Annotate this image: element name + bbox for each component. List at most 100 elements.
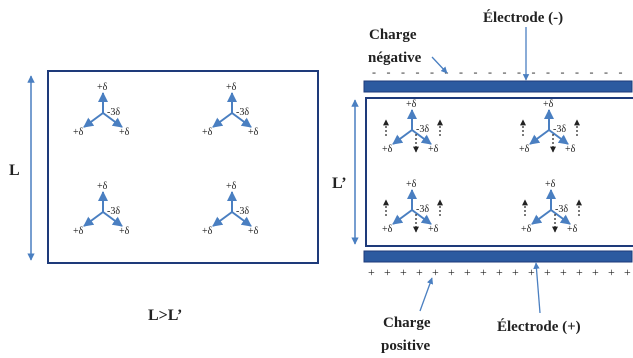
bottom-electrode-pointer (533, 262, 541, 314)
negative-charge-sign: - (430, 65, 434, 79)
molecule: +δ -3δ +δ +δ (521, 179, 582, 235)
right-molecules: +δ -3δ +δ +δ +δ -3δ +δ +δ +δ -3δ +δ +δ +δ -3δ +δ +δ (382, 99, 582, 235)
partial-charge-negative: -3δ (555, 204, 568, 215)
negative-charge-sign: - (387, 65, 391, 79)
molecule: +δ -3δ +δ +δ (202, 82, 259, 138)
left-container-box (47, 70, 319, 264)
partial-charge-positive: +δ (382, 144, 393, 155)
bottom-charge-label-line2: positive (381, 338, 431, 354)
partial-charge-positive: +δ (226, 181, 237, 192)
bottom-electrode (363, 250, 633, 263)
bond-arrow (231, 112, 252, 128)
partial-charge-negative: -3δ (236, 206, 249, 217)
bond-arrow (83, 211, 104, 227)
positive-charge-sign: + (592, 265, 599, 279)
top-electrode-label: Électrode (-) (483, 9, 563, 26)
negative-charge-sign: - (503, 65, 507, 79)
partial-charge-positive: +δ (119, 226, 130, 237)
bond-arrow (102, 112, 123, 128)
positive-charge-sign: + (608, 265, 615, 279)
top-charge-label-line1: Charge (369, 27, 417, 43)
partial-charge-positive: +δ (73, 127, 84, 138)
positive-charge-sign: + (496, 265, 503, 279)
right-container-box (365, 97, 633, 247)
partial-charge-negative: -3δ (553, 124, 566, 135)
partial-charge-positive: +δ (97, 181, 108, 192)
negative-charge-sign: - (546, 65, 550, 79)
comparison-label: L>L’ (148, 307, 182, 324)
molecule: +δ -3δ +δ +δ (382, 179, 443, 235)
positive-charge-sign: + (624, 265, 631, 279)
partial-charge-positive: +δ (202, 127, 213, 138)
molecule: +δ -3δ +δ +δ (73, 82, 130, 138)
bond-arrow (411, 129, 432, 145)
partial-charge-positive: +δ (519, 144, 530, 155)
bond-arrow (392, 129, 413, 145)
negative-charge-sign: - (619, 65, 623, 79)
bond-arrow (548, 129, 569, 145)
top-electrode (363, 80, 633, 93)
partial-charge-positive: +δ (226, 82, 237, 93)
left-dimension-label: L (9, 162, 20, 179)
partial-charge-negative: -3δ (107, 107, 120, 118)
partial-charge-negative: -3δ (236, 107, 249, 118)
negative-charge-sign: - (532, 65, 536, 79)
positive-charge-sign: + (368, 265, 375, 279)
positive-charge-sign: + (416, 265, 423, 279)
partial-charge-positive: +δ (428, 224, 439, 235)
partial-charge-positive: +δ (73, 226, 84, 237)
partial-charge-positive: +δ (567, 224, 578, 235)
negative-charge-sign: - (372, 65, 376, 79)
top-charge-pointer (431, 56, 448, 74)
partial-charge-negative: -3δ (416, 124, 429, 135)
negative-charge-sign: - (416, 65, 420, 79)
partial-charge-positive: +δ (248, 127, 259, 138)
bond-arrow (531, 209, 552, 225)
molecule: +δ -3δ +δ +δ (519, 99, 580, 155)
left-molecules: +δ -3δ +δ +δ +δ -3δ +δ +δ +δ -3δ +δ +δ +δ -3δ +δ +δ (73, 82, 259, 237)
negative-charge-sign: - (488, 65, 492, 79)
partial-charge-positive: +δ (248, 226, 259, 237)
negative-charge-sign: - (459, 65, 463, 79)
negative-charge-sign: - (517, 65, 521, 79)
partial-charge-positive: +δ (543, 99, 554, 110)
partial-charge-positive: +δ (406, 179, 417, 190)
positive-charge-sign: + (464, 265, 471, 279)
positive-charges-row: + + + + + + + + + + + + + + + + + (368, 265, 631, 279)
positive-charge-sign: + (384, 265, 391, 279)
negative-charge-sign: - (561, 65, 565, 79)
right-dimension-label: L’ (332, 175, 347, 192)
positive-charge-sign: + (480, 265, 487, 279)
positive-charge-sign: + (528, 265, 535, 279)
positive-charge-sign: + (432, 265, 439, 279)
bottom-electrode-label: Électrode (+) (497, 318, 581, 335)
positive-charge-sign: + (512, 265, 519, 279)
partial-charge-positive: +δ (428, 144, 439, 155)
partial-charge-positive: +δ (202, 226, 213, 237)
bond-arrow (231, 211, 252, 227)
bond-arrow (392, 209, 413, 225)
bond-arrow (529, 129, 550, 145)
negative-charge-sign: - (590, 65, 594, 79)
positive-charge-sign: + (400, 265, 407, 279)
partial-charge-positive: +δ (565, 144, 576, 155)
partial-charge-positive: +δ (382, 224, 393, 235)
partial-charge-positive: +δ (119, 127, 130, 138)
molecule: +δ -3δ +δ +δ (73, 181, 130, 237)
partial-charge-positive: +δ (406, 99, 417, 110)
bottom-charge-label-line1: Charge (383, 315, 431, 331)
top-charge-label-line2: négative (368, 50, 422, 66)
molecule: +δ -3δ +δ +δ (202, 181, 259, 237)
positive-charge-sign: + (544, 265, 551, 279)
partial-charge-negative: -3δ (416, 204, 429, 215)
bond-arrow (411, 209, 432, 225)
negative-charges-row: ------------------ (372, 65, 623, 79)
partial-charge-positive: +δ (521, 224, 532, 235)
negative-charge-sign: - (474, 65, 478, 79)
positive-charge-sign: + (576, 265, 583, 279)
partial-charge-positive: +δ (545, 179, 556, 190)
partial-charge-positive: +δ (97, 82, 108, 93)
partial-charge-negative: -3δ (107, 206, 120, 217)
molecule: +δ -3δ +δ +δ (382, 99, 443, 155)
